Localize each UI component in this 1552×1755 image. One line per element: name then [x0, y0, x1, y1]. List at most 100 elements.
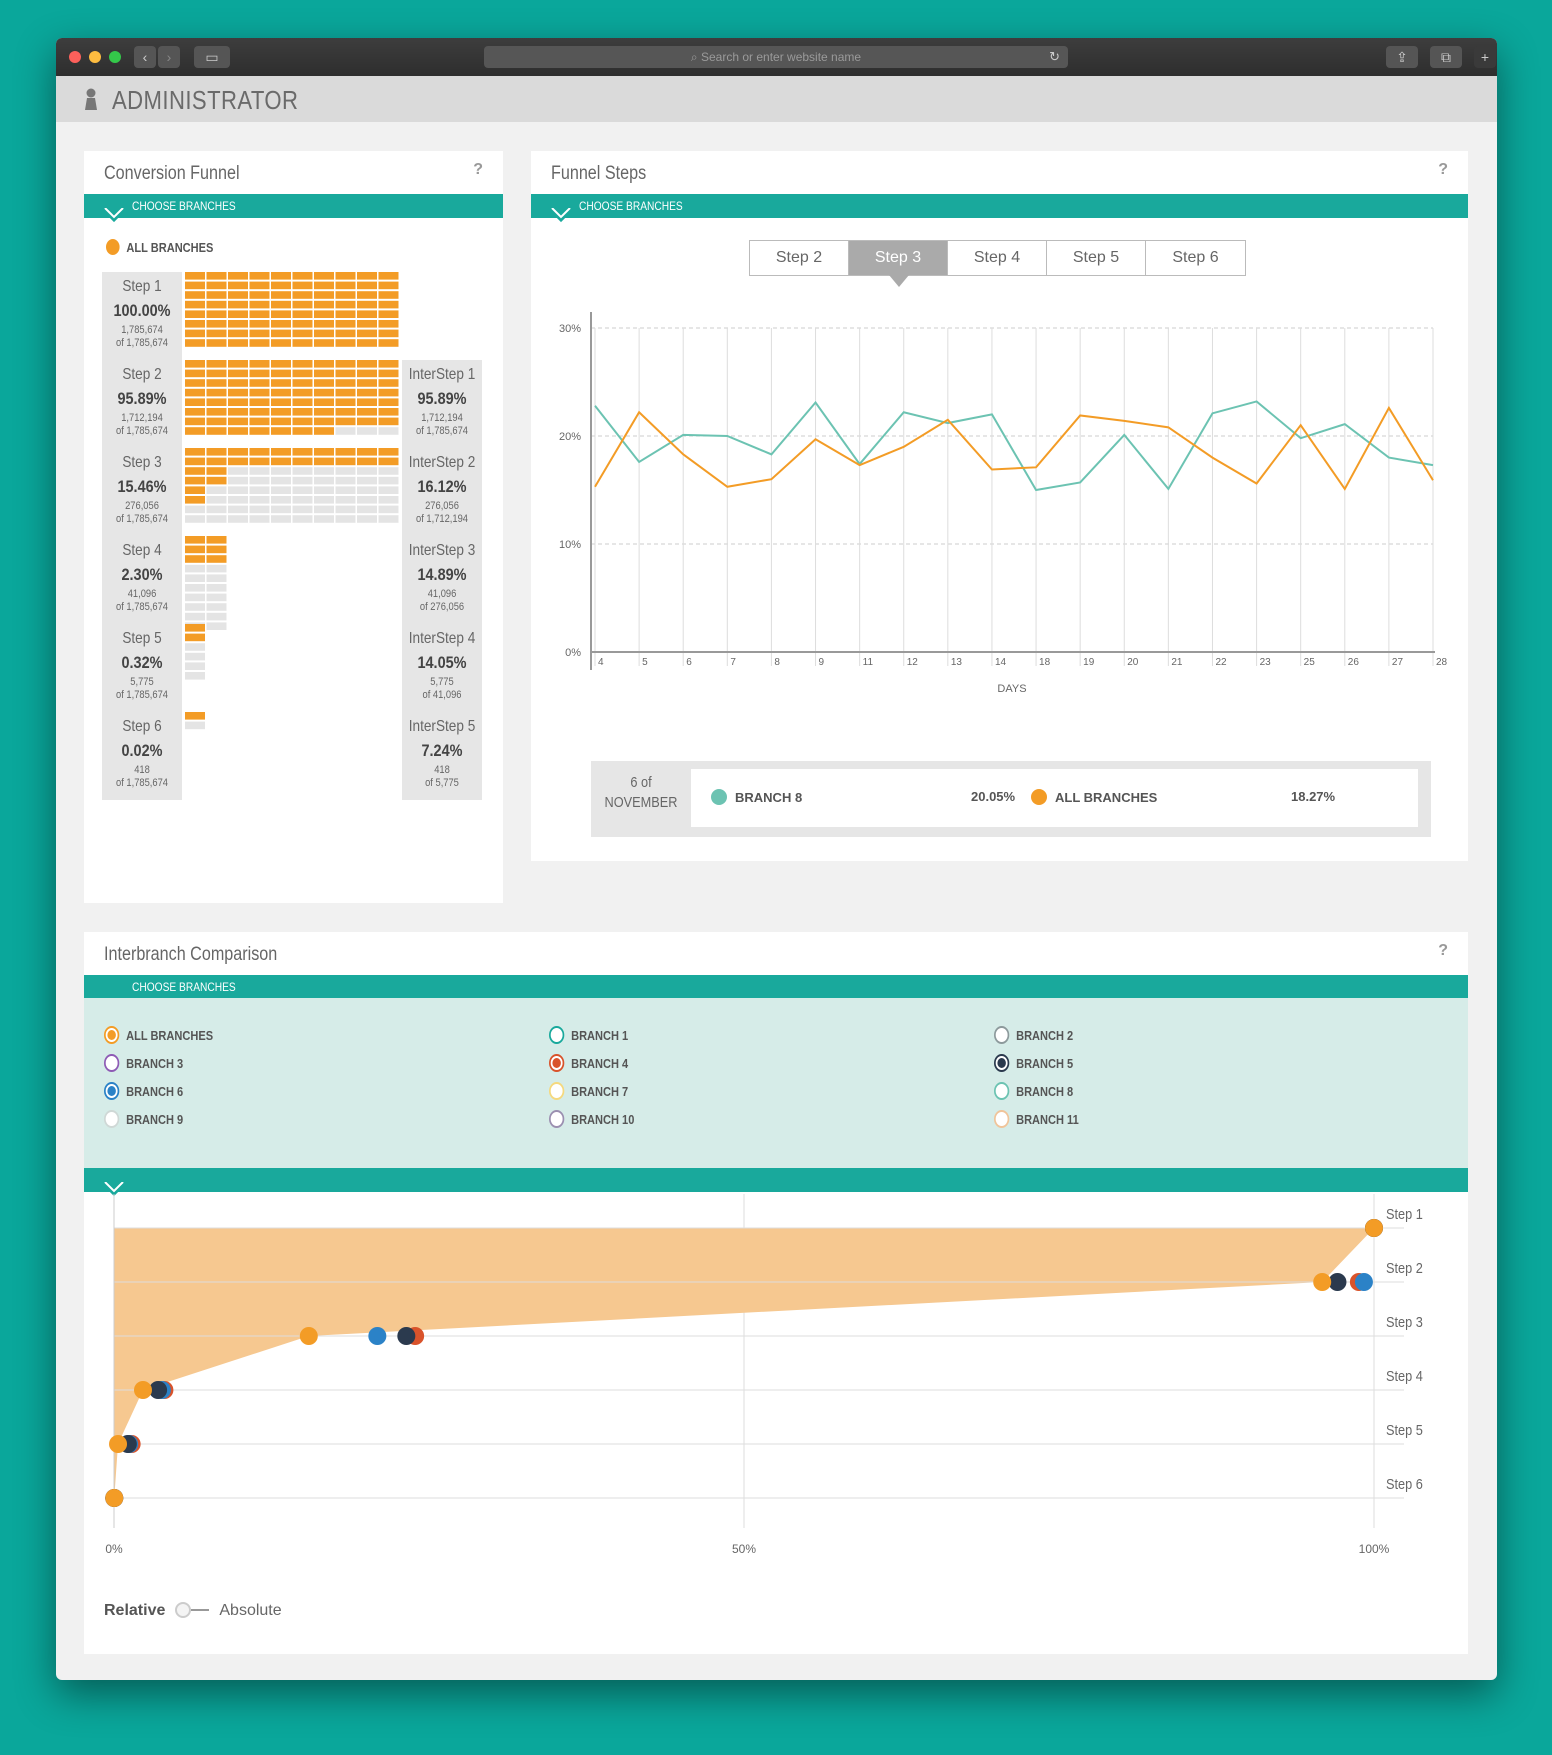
forward-button[interactable]: › [158, 46, 180, 68]
branch-radio[interactable] [104, 1110, 120, 1128]
close-window-button[interactable] [69, 51, 81, 63]
funnel-cell [206, 555, 227, 563]
branch-radio[interactable] [994, 1026, 1010, 1044]
funnel-cell [357, 339, 377, 347]
branch-option[interactable]: ALL BRANCHES [104, 1026, 213, 1044]
interstep-of-total: of 1,785,674 [415, 425, 468, 437]
tab-step-3[interactable]: Step 3 [849, 241, 948, 287]
funnel-cell [185, 564, 205, 573]
collapse-branches-bar[interactable] [84, 1168, 1468, 1197]
funnel-cell [206, 574, 227, 582]
funnel-cell [378, 457, 399, 466]
funnel-cell [314, 339, 334, 347]
point-all-branches [109, 1435, 128, 1453]
x-tick-label: 14 [995, 657, 1007, 668]
funnel-cell [314, 496, 334, 504]
y-tick-label: 10% [559, 539, 581, 551]
step-label: Step 2 [1386, 1259, 1423, 1276]
funnel-cell [292, 339, 313, 347]
branch-radio[interactable] [104, 1054, 120, 1072]
point-branch-5 [1328, 1273, 1347, 1291]
toggle-track [191, 1609, 210, 1611]
minimize-window-button[interactable] [89, 51, 101, 63]
branch-option[interactable]: BRANCH 6 [104, 1082, 183, 1100]
branch-option[interactable]: BRANCH 4 [549, 1054, 628, 1072]
branch-option[interactable]: BRANCH 11 [994, 1110, 1079, 1128]
branch-radio[interactable] [994, 1110, 1010, 1128]
branch-option[interactable]: BRANCH 9 [104, 1110, 183, 1128]
help-button[interactable]: ? [1438, 161, 1448, 178]
choose-branches-bar[interactable]: CHOOSE BRANCHES [84, 975, 1468, 999]
funnel-cell [357, 448, 377, 456]
interstep-of-total: of 41,096 [422, 689, 462, 701]
funnel-cell [378, 427, 399, 435]
funnel-cell [314, 486, 334, 494]
step-box: Step 1 100.00% 1,785,674 of 1,785,674 [102, 272, 182, 360]
branch-option[interactable]: BRANCH 8 [994, 1082, 1073, 1100]
funnel-cell [292, 476, 313, 485]
funnel-cell [335, 427, 356, 435]
tab-step-5[interactable]: Step 5 [1047, 241, 1146, 275]
funnel-steps-panel: Funnel Steps ? CHOOSE BRANCHES Step 2 Ste… [531, 151, 1468, 861]
funnel-cell [314, 291, 334, 299]
legend-values: BRANCH 8 20.05% ALL BRANCHES 18.27% [691, 769, 1418, 827]
funnel-cell [357, 486, 377, 494]
tabs-overview-button[interactable]: ⧉ [1430, 46, 1462, 68]
legend-branch-8: BRANCH 8 [711, 789, 802, 805]
branch-radio[interactable] [549, 1026, 565, 1044]
branch-option[interactable]: BRANCH 1 [549, 1026, 628, 1044]
choose-branches-bar[interactable]: CHOOSE BRANCHES [531, 194, 1468, 223]
interstep-name: InterStep 4 [408, 630, 476, 647]
funnel-cell [335, 515, 356, 523]
tab-step-2[interactable]: Step 2 [750, 241, 849, 275]
share-button[interactable]: ⇪ [1386, 46, 1418, 68]
sidebar-toggle-button[interactable]: ▭ [194, 46, 230, 68]
address-placeholder: Search or enter website name [700, 50, 862, 64]
legend-branch-8-value: 20.05% [971, 789, 1016, 804]
funnel-cell [228, 505, 248, 514]
relative-absolute-toggle[interactable]: Relative Absolute [104, 1602, 282, 1620]
branch-radio[interactable] [994, 1082, 1010, 1100]
funnel-cell [185, 360, 205, 368]
branch-radio[interactable] [549, 1082, 565, 1100]
step-tabs: Step 2 Step 3 Step 4 Step 5 Step 6 [749, 240, 1246, 287]
help-button[interactable]: ? [1438, 942, 1448, 959]
funnel-cell [249, 339, 270, 347]
funnel-cell [185, 545, 205, 554]
reload-icon[interactable]: ↻ [1049, 49, 1060, 64]
choose-branches-bar[interactable]: CHOOSE BRANCHES [84, 194, 503, 223]
step-percent: 0.32% [121, 653, 163, 672]
funnel-cell [185, 388, 205, 397]
funnel-cell [185, 662, 205, 670]
branch-option[interactable]: BRANCH 7 [549, 1082, 628, 1100]
x-tick-label: 25 [1304, 657, 1316, 668]
tab-step-6[interactable]: Step 6 [1172, 249, 1219, 266]
back-button[interactable]: ‹ [134, 46, 156, 68]
branch-radio[interactable] [549, 1110, 565, 1128]
step-count: 5,775 [130, 676, 154, 688]
tab-step-4[interactable]: Step 4 [948, 241, 1047, 275]
address-bar[interactable]: ⌕ Search or enter website name ↻ [484, 46, 1068, 68]
maximize-window-button[interactable] [109, 51, 121, 63]
new-tab-button[interactable]: + [1474, 46, 1496, 68]
funnel-cell [357, 427, 377, 435]
interstep-count: 1,712,194 [421, 412, 463, 424]
page-title: ADMINISTRATOR [112, 85, 299, 115]
funnel-cell [292, 496, 313, 504]
funnel-cell [335, 320, 356, 328]
branch-option[interactable]: BRANCH 2 [994, 1026, 1073, 1044]
branch-option[interactable]: BRANCH 5 [994, 1054, 1073, 1072]
branch-radio[interactable] [104, 1082, 120, 1100]
branch-radio[interactable] [549, 1054, 565, 1072]
branch-option[interactable]: BRANCH 3 [104, 1054, 183, 1072]
funnel-cell [228, 515, 248, 523]
branch-option[interactable]: BRANCH 10 [549, 1110, 634, 1128]
funnel-cell [292, 505, 313, 514]
branch-radio[interactable] [994, 1054, 1010, 1072]
toggle-knob[interactable] [175, 1602, 192, 1618]
legend-series-name: BRANCH 8 [735, 790, 803, 805]
help-button[interactable]: ? [473, 161, 483, 178]
branch-radio[interactable] [104, 1026, 120, 1044]
funnel-cell [271, 281, 291, 290]
funnel-cell [249, 291, 270, 299]
